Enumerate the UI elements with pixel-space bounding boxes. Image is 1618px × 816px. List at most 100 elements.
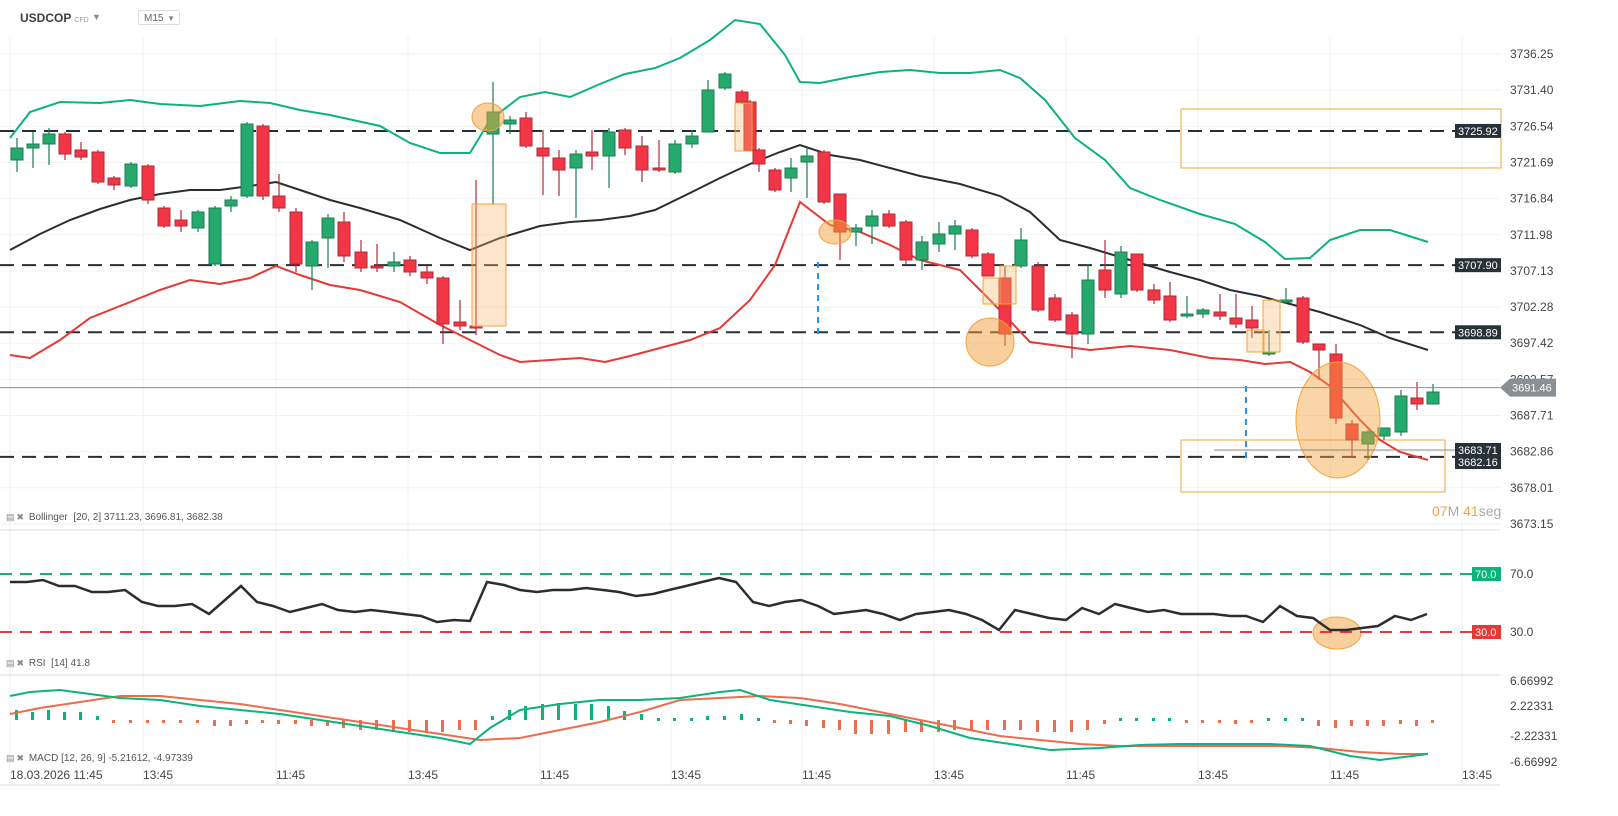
macd-histogram-bar xyxy=(640,714,643,720)
time-label: 11:45 xyxy=(1330,768,1360,782)
highlight-box xyxy=(471,203,507,327)
candle-bearish xyxy=(1345,423,1359,441)
highlight-circle xyxy=(1295,361,1381,479)
macd-histogram-bar xyxy=(112,720,115,723)
level-tag xyxy=(1455,443,1501,457)
candle-bearish xyxy=(91,151,105,183)
macd-histogram-bar xyxy=(773,720,776,723)
close-icon[interactable]: ✖ xyxy=(16,512,25,522)
candle-bullish xyxy=(800,155,814,163)
macd-histogram-bar xyxy=(1119,718,1122,721)
settings-icon[interactable]: ▤ xyxy=(6,512,15,522)
candle-bearish xyxy=(618,129,632,149)
price-tick: 3702.28 xyxy=(1510,300,1554,314)
candle-bearish xyxy=(453,321,467,327)
macd-histogram-bar xyxy=(1185,720,1188,723)
time-label: 11:45 xyxy=(540,768,570,782)
candle-bullish xyxy=(321,217,335,239)
candle-bullish xyxy=(1114,251,1128,295)
candle-bearish xyxy=(337,221,351,257)
candle-bullish xyxy=(387,261,401,267)
zone-box xyxy=(1180,108,1502,169)
macd-histogram-bar xyxy=(15,710,18,720)
macd-histogram-bar xyxy=(870,720,873,734)
macd-histogram-bar xyxy=(1399,720,1402,724)
candle-bearish xyxy=(965,229,979,257)
candle-bearish xyxy=(1163,295,1177,321)
settings-icon[interactable]: ▤ xyxy=(6,658,15,668)
candle-bearish xyxy=(735,91,749,103)
candle-bullish xyxy=(948,225,962,235)
price-tick: 3721.69 xyxy=(1510,155,1554,169)
highlight-box xyxy=(982,277,1001,305)
macd-histogram-bar xyxy=(805,720,808,726)
candle-bearish xyxy=(436,277,450,325)
macd-histogram-bar xyxy=(524,706,527,720)
candle-bullish xyxy=(1180,313,1194,317)
chevron-down-icon: ▼ xyxy=(167,14,175,23)
close-icon[interactable]: ✖ xyxy=(16,658,25,668)
macd-histogram-bar xyxy=(1036,720,1039,732)
macd-histogram-bar xyxy=(1301,718,1304,721)
macd-histogram-bar xyxy=(574,704,577,720)
candle-bullish xyxy=(1279,299,1293,303)
candle-bearish xyxy=(289,211,303,265)
macd-signal-line xyxy=(9,694,1428,755)
settings-icon[interactable]: ▤ xyxy=(6,753,15,763)
macd-histogram-bar xyxy=(690,718,693,721)
candle-bullish xyxy=(932,233,946,245)
candle-bullish xyxy=(503,119,517,125)
macd-histogram-bar xyxy=(326,720,329,726)
candle-bearish xyxy=(536,147,550,157)
macd-histogram-bar xyxy=(196,720,199,723)
time-label: 11:45 xyxy=(1066,768,1096,782)
symbol-selector[interactable]: USDCOP CFD xyxy=(20,11,89,25)
macd-histogram-bar xyxy=(146,720,149,723)
highlight-circle xyxy=(965,317,1015,367)
timeframe-selector[interactable]: M15 ▼ xyxy=(138,10,180,25)
candle-bearish xyxy=(1245,319,1259,329)
price-tick: 3731.40 xyxy=(1510,83,1554,97)
highlight-circle xyxy=(818,219,852,245)
zone-box xyxy=(1180,439,1446,493)
chevron-down-icon[interactable]: ▼ xyxy=(92,12,101,22)
level-tag xyxy=(1455,325,1501,340)
level-tag-value: 3725.92 xyxy=(1458,126,1498,138)
macd-legend: ▤ ✖ MACD [12, 26, 9] -5.21612, -4.97339 xyxy=(6,753,193,764)
macd-histogram-bar xyxy=(508,710,511,720)
level-tag xyxy=(1455,455,1501,469)
candle-bearish xyxy=(420,271,434,279)
candle-bearish xyxy=(370,265,384,269)
macd-histogram-bar xyxy=(1350,720,1353,726)
macd-histogram-bar xyxy=(740,714,743,720)
candle-bearish xyxy=(256,125,270,197)
candle-bullish xyxy=(10,147,24,161)
candle-bearish xyxy=(882,213,896,227)
candle-bearish xyxy=(1147,289,1161,301)
macd-histogram-bar xyxy=(441,720,444,732)
candle-bullish xyxy=(569,153,583,169)
candle-bullish xyxy=(1377,427,1391,437)
level-tag-value: 3683.71 xyxy=(1458,445,1498,457)
close-icon[interactable]: ✖ xyxy=(16,753,25,763)
candle-bullish xyxy=(124,163,138,187)
macd-histogram-bar xyxy=(96,716,99,720)
level-tag-value: 3682.16 xyxy=(1458,457,1498,469)
macd-histogram-bar xyxy=(673,718,676,721)
macd-histogram-bar xyxy=(261,720,264,723)
macd-histogram-bar xyxy=(1234,720,1237,724)
candle-bearish xyxy=(141,165,155,201)
candle-bullish xyxy=(208,207,222,265)
macd-histogram-bar xyxy=(1267,718,1270,721)
macd-histogram-bar xyxy=(1152,718,1155,721)
rsi-30-tag xyxy=(1472,625,1501,639)
level-tag-value: 3698.89 xyxy=(1458,327,1498,339)
candle-bullish xyxy=(718,73,732,89)
candle-bearish xyxy=(1312,343,1326,351)
macd-histogram-bar xyxy=(838,720,841,730)
level-tag xyxy=(1455,258,1501,273)
rsi-tick: 70.0 xyxy=(1510,567,1534,581)
rsi-70-tag-text: 70.0 xyxy=(1475,569,1496,581)
macd-histogram-bar xyxy=(920,720,923,732)
